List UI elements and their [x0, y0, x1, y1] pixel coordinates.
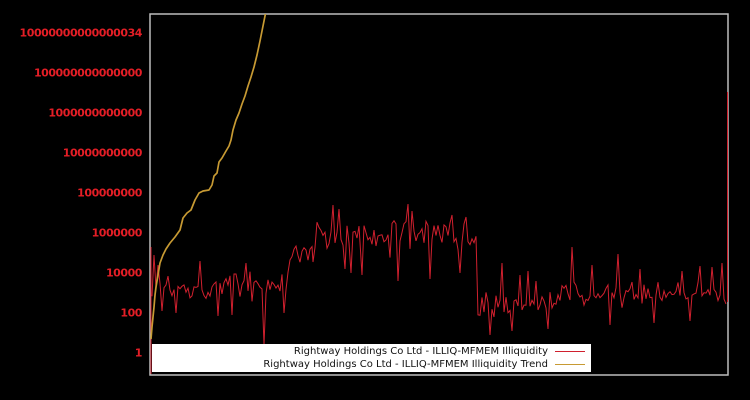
y-axis-tick-labels: 1 100 10000 1000000 100000000 10000000000 1000…	[20, 27, 144, 360]
series-illiquidity-line	[150, 92, 728, 374]
legend-line-sample-illiquidity	[555, 351, 585, 352]
y-tick-label: 1	[135, 347, 142, 360]
legend-entry-trend: Rightway Holdings Co Ltd - ILLIQ-MFMEM I…	[158, 358, 585, 371]
y-tick-label: 100000000000000	[34, 67, 143, 80]
legend: Rightway Holdings Co Ltd - ILLIQ-MFMEM I…	[152, 344, 591, 372]
series-trend-line	[150, 14, 267, 340]
legend-line-sample-trend	[555, 364, 585, 365]
y-tick-label: 100	[120, 307, 142, 320]
y-tick-label: 10000000000	[63, 147, 143, 160]
legend-label-trend: Rightway Holdings Co Ltd - ILLIQ-MFMEM I…	[263, 359, 548, 370]
y-tick-label: 10000000000000034	[20, 27, 143, 40]
y-tick-label: 1000000	[92, 227, 143, 240]
y-tick-label: 100000000	[77, 187, 143, 200]
y-tick-label: 10000	[106, 267, 143, 280]
legend-label-illiquidity: Rightway Holdings Co Ltd - ILLIQ-MFMEM I…	[293, 346, 548, 357]
plot-border	[149, 13, 729, 376]
legend-entry-illiquidity: Rightway Holdings Co Ltd - ILLIQ-MFMEM I…	[158, 345, 585, 358]
y-tick-label: 1000000000000	[48, 107, 142, 120]
